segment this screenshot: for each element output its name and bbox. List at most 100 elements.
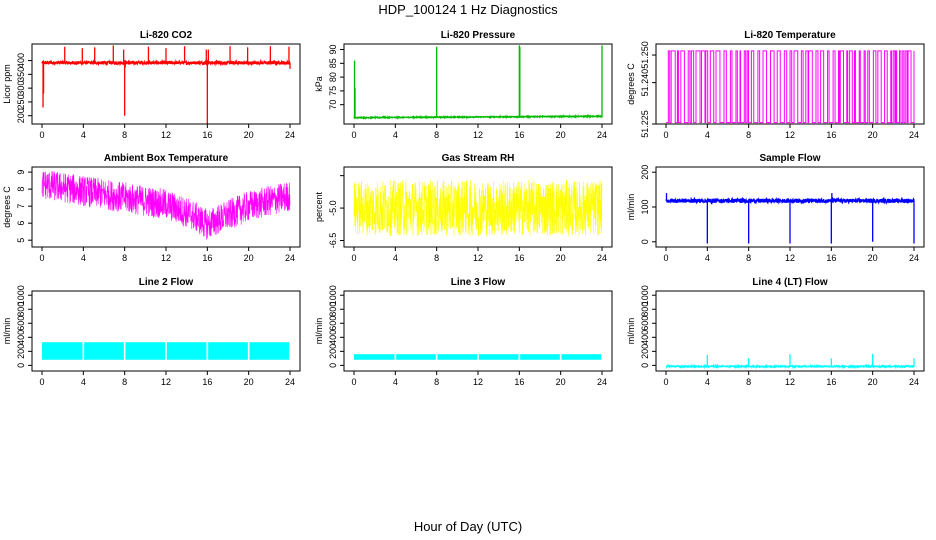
x-tick-label: 20 [244, 377, 254, 387]
x-tick-label: 12 [161, 253, 171, 263]
x-tick-label: 4 [705, 377, 710, 387]
panel-6: Line 2 Flow ml/min 0 4 8 12 16 20 24 0 20040060080… [2, 277, 301, 387]
x-tick-label: 20 [556, 130, 566, 140]
x-tick-label: 4 [81, 253, 86, 263]
x-tick-label: 4 [81, 377, 86, 387]
y-tick-label: 8 [16, 187, 26, 192]
x-tick-label: 0 [663, 130, 668, 140]
x-tick-label: 24 [597, 377, 607, 387]
y-tick-label: 600 [16, 316, 26, 331]
y-tick-label: 80 [328, 72, 338, 82]
y-tick-label: 800 [328, 302, 338, 317]
y-tick-label: 6 [16, 221, 26, 226]
x-tick-label: 8 [746, 377, 751, 387]
figure-x-axis-label: Hour of Day (UTC) [413, 519, 523, 534]
x-tick-label: 12 [161, 377, 171, 387]
x-tick-label: 8 [434, 130, 439, 140]
panel-title: Ambient Box Temperature [104, 153, 229, 164]
panel-4: Gas Stream RH percent 0 4 8 12 16 20 24 -6.5 -5.0 [314, 153, 613, 263]
y-tick-label: 70 [328, 100, 338, 110]
x-tick-label: 20 [556, 377, 566, 387]
y-axis-label: ml/min [314, 318, 324, 345]
series [354, 354, 602, 360]
y-tick-label: 400 [640, 330, 650, 345]
y-tick-label: 1000 [16, 285, 26, 305]
x-tick-label: 24 [597, 253, 607, 263]
series [41, 45, 291, 124]
x-tick-label: 16 [514, 130, 524, 140]
x-tick-label: 4 [81, 130, 86, 140]
x-tick-label: 24 [597, 130, 607, 140]
y-tick-label: 0 [640, 363, 650, 368]
x-tick-label: 16 [202, 253, 212, 263]
series-band [396, 354, 436, 360]
x-tick-label: 8 [122, 377, 127, 387]
x-tick-label: 8 [746, 253, 751, 263]
panel-title: Li-820 CO2 [140, 30, 193, 41]
series-band [42, 342, 83, 360]
y-axis-label: ml/min [626, 194, 636, 221]
y-tick-label: 90 [328, 45, 338, 55]
y-axis-label: Licor ppm [2, 64, 12, 104]
series-line [353, 179, 603, 237]
x-tick-label: 16 [826, 253, 836, 263]
y-tick-label: 1000 [328, 285, 338, 305]
x-tick-label: 8 [434, 253, 439, 263]
panel-title: Li-820 Pressure [441, 30, 516, 41]
series-band [520, 354, 560, 360]
y-tick-label: 51.240 [640, 69, 650, 97]
series-band [478, 354, 519, 360]
figure-title: HDP_100124 1 Hz Diagnostics [378, 2, 558, 17]
x-tick-label: 20 [244, 130, 254, 140]
x-tick-label: 16 [202, 130, 212, 140]
y-tick-label: 600 [328, 316, 338, 331]
y-tick-label: 400 [328, 330, 338, 345]
y-tick-label: 200 [640, 344, 650, 359]
x-tick-label: 0 [663, 253, 668, 263]
panel-title: Line 4 (LT) Flow [752, 277, 828, 288]
y-axis-label: ml/min [626, 318, 636, 345]
y-tick-label: 51.225 [640, 110, 650, 138]
x-tick-label: 20 [244, 253, 254, 263]
x-tick-label: 8 [746, 130, 751, 140]
x-tick-label: 8 [434, 377, 439, 387]
panel-title: Li-820 Temperature [744, 30, 836, 41]
y-tick-label: 75 [328, 86, 338, 96]
x-tick-label: 20 [868, 253, 878, 263]
y-tick-label: 300 [16, 81, 26, 96]
x-tick-label: 12 [785, 377, 795, 387]
y-axis-label: kPa [314, 76, 324, 92]
x-tick-label: 0 [39, 130, 44, 140]
panel-1: Li-820 Pressure kPa 0 4 8 12 16 20 24 70 75 80 85 90 [314, 30, 613, 140]
x-tick-label: 0 [351, 130, 356, 140]
panel-title: Line 2 Flow [139, 277, 194, 288]
y-tick-label: 250 [16, 94, 26, 109]
x-tick-label: 20 [556, 253, 566, 263]
y-tick-label: 200 [328, 344, 338, 359]
y-tick-label: -6.5 [328, 233, 338, 249]
x-tick-label: 24 [909, 130, 919, 140]
x-tick-label: 4 [393, 377, 398, 387]
y-tick-label: 0 [16, 363, 26, 368]
x-tick-label: 24 [909, 253, 919, 263]
x-tick-label: 16 [514, 253, 524, 263]
series-band [166, 342, 207, 360]
x-tick-label: 0 [351, 377, 356, 387]
series-band [208, 342, 248, 360]
x-tick-label: 0 [39, 377, 44, 387]
y-tick-label: 400 [16, 330, 26, 345]
y-axis-label: percent [314, 191, 324, 222]
y-tick-label: 200 [640, 165, 650, 180]
x-tick-label: 4 [705, 253, 710, 263]
x-tick-label: 24 [285, 377, 295, 387]
panel-5: Sample Flow ml/min 0 4 8 12 16 20 24 0 100 200 [626, 153, 925, 263]
series-line [353, 113, 603, 120]
x-tick-label: 16 [826, 130, 836, 140]
y-tick-label: 600 [640, 316, 650, 331]
x-tick-label: 12 [473, 253, 483, 263]
y-tick-label: 0 [640, 239, 650, 244]
panel-title: Sample Flow [759, 153, 820, 164]
x-tick-label: 20 [868, 130, 878, 140]
series-band [125, 342, 166, 360]
